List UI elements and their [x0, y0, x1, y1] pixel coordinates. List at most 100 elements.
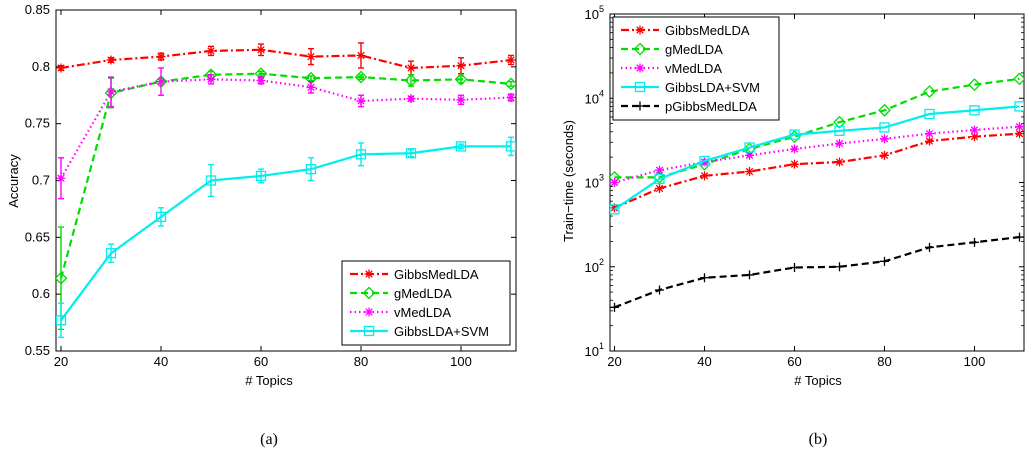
panel-a-series-gibbsmedlda-point [56, 63, 66, 73]
panel-b-series-gmedlda-point [1013, 72, 1024, 86]
panel-a-series-vmedlda [56, 67, 516, 200]
panel-a-legend-label: GibbsMedLDA [394, 267, 479, 282]
panel-a-series-gibbsmedlda-point [406, 63, 416, 73]
panel-a-caption: (a) [260, 431, 278, 448]
panel-b-legend-label: pGibbsMedLDA [665, 99, 757, 114]
panel-a-series-gibbslda-svm-errorbar [58, 302, 64, 339]
panel-a-series-gibbslda-svm-point [255, 170, 267, 182]
panel-b-legend-entry: vMedLDA [621, 61, 722, 76]
panel-b-ylabel: Train−time (seconds) [561, 120, 576, 242]
panel-b-series-gibbsmedlda-point [835, 157, 844, 167]
panel-b-legend-marker [633, 42, 647, 56]
panel-b-series-gibbslda-svm-point [744, 142, 755, 153]
panel-b-series-pgibbsmedlda-point [925, 242, 934, 252]
panel-b-series-pgibbsmedlda-point [745, 270, 754, 280]
panel-a-ytick-label: 0.85 [25, 2, 50, 17]
panel-b-series-vmedlda-point [610, 178, 619, 187]
panel-b-xtick-label: 40 [697, 354, 711, 369]
panel-b-series-gibbslda-svm-point [834, 125, 845, 137]
panel-a-series-gibbsmedlda [56, 42, 516, 76]
panel-a-series-gmedlda-point [504, 77, 516, 91]
panel-b-series-pgibbsmedlda-point [880, 256, 889, 266]
panel-b-xtick-label: 100 [964, 354, 986, 369]
panel-a-series-gmedlda-point [454, 72, 468, 86]
panel-a-series-gibbsmedlda-point [256, 45, 266, 55]
panel-b-series-vmedlda-point [880, 134, 889, 144]
panel-b-series-vmedlda-point [970, 125, 979, 135]
panel-a-series-gibbslda-svm-errorbar [358, 142, 364, 167]
panel-a-series-gibbslda-svm-point [205, 175, 217, 186]
panel-a-series-gibbsmedlda-line [60, 48, 512, 70]
panel-b-series-gibbsmedlda-point [1015, 129, 1024, 139]
panel-a-series-gmedlda-line [59, 72, 512, 279]
panel-b-legend-label: GibbsMedLDA [665, 23, 750, 38]
panel-a-series-gibbsmedlda-point [156, 52, 166, 62]
panel-a-series-gibbslda-svm-errorbar [308, 157, 314, 182]
panel-a-legend-entry: vMedLDA [350, 305, 451, 320]
panel-b-series-gibbslda-svm-point [654, 173, 665, 185]
panel-a-series-gibbslda-svm-point [155, 211, 167, 223]
panel-b-series-pgibbsmedlda-point [790, 262, 799, 272]
panel-b-plot-area [610, 72, 1024, 312]
panel-a-series-gmedlda-errorbar [508, 80, 514, 87]
panel-b-legend-entry: GibbsLDA+SVM [621, 80, 760, 95]
panel-b-series-gmedlda-point [833, 115, 846, 129]
panel-b-series-vmedlda-point [655, 165, 664, 175]
panel-a-series-gibbsmedlda-point [506, 55, 516, 65]
panel-b-series-gibbslda-svm-line [613, 105, 1020, 211]
panel-b-legend-label: gMedLDA [665, 42, 723, 57]
panel-b-ytick-label: 103 [585, 173, 604, 191]
panel-a-xlabel: # Topics [245, 373, 293, 388]
panel-a-ytick-label: 0.6 [32, 286, 50, 301]
panel-a-legend-entry: gMedLDA [350, 286, 452, 301]
panel-a-legend-label: gMedLDA [394, 286, 452, 301]
panel-b-legend-marker [634, 81, 646, 93]
panel-b-xtick-label: 20 [607, 354, 621, 369]
panel-a-series-gibbslda-svm-errorbar [108, 243, 114, 264]
panel-b-series-vmedlda-line [614, 125, 1020, 184]
panel-b-series-gibbsmedlda-point [925, 136, 934, 146]
panel-a-ytick-label: 0.7 [32, 173, 50, 188]
panel-a-accuracy: Accuracy # Topics (a) 20 40 60 80 100 0.55 0.6… [6, 2, 517, 448]
panel-a-series-gibbslda-svm-point [105, 248, 117, 259]
panel-a-series-gibbslda-svm-errorbar [458, 143, 464, 150]
panel-a-legend-marker [364, 269, 374, 279]
panel-a-ylabel: Accuracy [6, 154, 21, 208]
panel-b-series-pgibbsmedlda-point [970, 237, 979, 247]
panel-a-series-vmedlda-point [206, 74, 216, 84]
panel-b-series-pgibbsmedlda-point [835, 262, 844, 272]
panel-a-series-gibbslda-svm-point [405, 148, 417, 159]
panel-b-series-pgibbsmedlda [610, 232, 1024, 312]
panel-a-series-vmedlda-point [106, 87, 116, 97]
panel-a-ytick-label: 0.75 [25, 116, 50, 131]
panel-a-ytick-label: 0.55 [25, 343, 50, 358]
panel-a-series-vmedlda-point [456, 95, 466, 105]
panel-a-legend-marker [364, 307, 374, 317]
panel-b-series-gibbsmedlda-point [610, 203, 619, 213]
panel-b-series-gibbsmedlda-point [880, 150, 889, 160]
panel-b-ytick-label: 104 [585, 88, 604, 106]
panel-b-series-gibbsmedlda-point [655, 183, 664, 193]
panel-b-series-gibbslda-svm [610, 101, 1024, 215]
panel-a-legend-marker [362, 286, 376, 300]
panel-b-series-vmedlda-point [835, 139, 844, 149]
panel-b-series-pgibbsmedlda-point [700, 273, 709, 283]
panel-a-series-gibbsmedlda-point [456, 61, 466, 71]
panel-a-series-gibbslda-svm-point [305, 163, 317, 175]
panel-a-legend-entry: GibbsLDA+SVM [350, 324, 489, 339]
panel-b-series-gibbslda-svm-point [1014, 101, 1024, 112]
panel-b-legend-marker [635, 63, 645, 73]
panel-a-xtick-label: 60 [254, 354, 268, 369]
panel-b-legend-entry: gMedLDA [621, 42, 723, 57]
panel-a-series-gmedlda-point [404, 74, 418, 87]
panel-b-series-gmedlda-point [968, 78, 981, 92]
panel-b-series-vmedlda-point [1015, 122, 1024, 132]
panel-b-caption: (b) [809, 431, 828, 448]
panel-a-legend-label: vMedLDA [394, 305, 451, 320]
panel-b-series-gibbsmedlda-point [790, 159, 799, 169]
panel-b-series-gibbslda-svm-point [924, 108, 935, 120]
panel-a-ytick-label: 0.65 [25, 229, 50, 244]
panel-a-legend: GibbsMedLDA gMedLDA vMedLDA GibbsLDA+SVM [341, 260, 511, 346]
panel-b-series-vmedlda-point [745, 150, 754, 160]
